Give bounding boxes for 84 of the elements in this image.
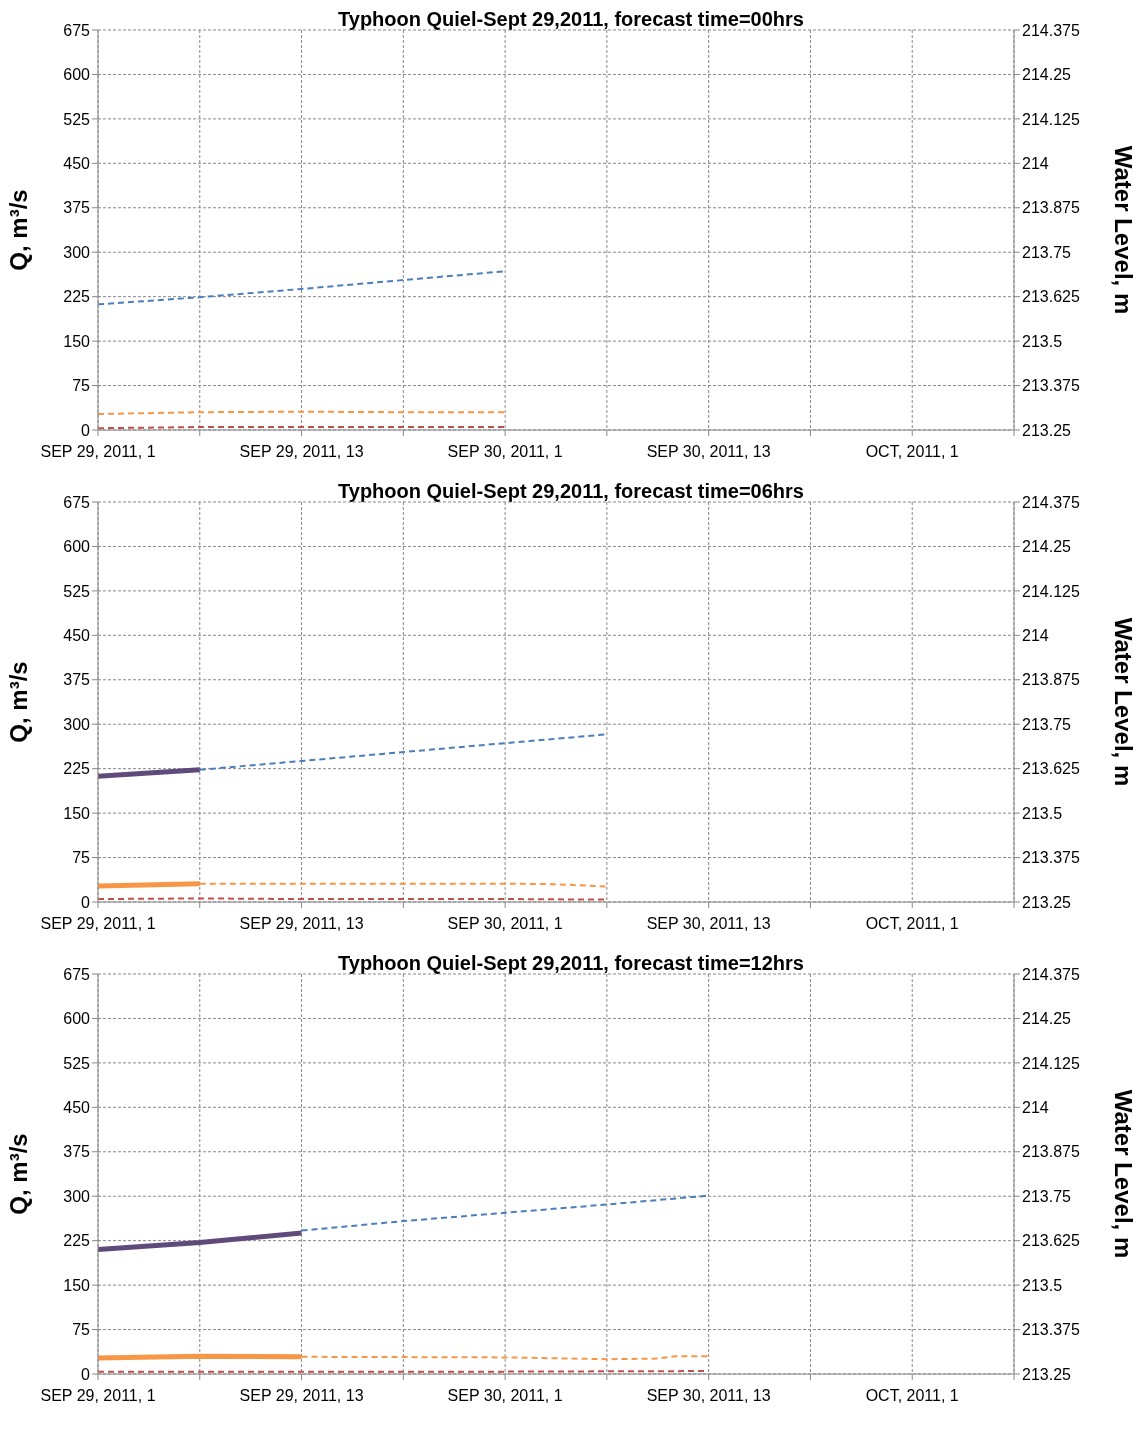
y2-tick-label: 213.5 [1022, 332, 1063, 350]
y-tick-label: 675 [63, 21, 91, 39]
y-tick-label: 375 [63, 1143, 91, 1161]
y2-tick-label: 213.625 [1022, 288, 1080, 306]
y2-tick-label: 213.75 [1022, 243, 1072, 261]
chart-title: Typhoon Quiel-Sept 29,2011, forecast time=00hrs [338, 8, 804, 30]
y2-tick-label: 213.5 [1022, 1276, 1063, 1294]
y-tick-label: 75 [72, 377, 91, 395]
x-tick-label: SEP 29, 2011, 1 [40, 915, 156, 933]
y-tick-label: 675 [63, 965, 91, 983]
y2-tick-label: 213.75 [1022, 715, 1072, 733]
y2-tick-label: 214.375 [1022, 965, 1080, 983]
y2-tick-label: 213.25 [1022, 893, 1072, 911]
chart-title: Typhoon Quiel-Sept 29,2011, forecast time=12hrs [338, 952, 804, 974]
y-tick-label: 600 [63, 538, 91, 556]
y2-tick-label: 213.25 [1022, 1365, 1072, 1383]
y-tick-label: 675 [63, 493, 91, 511]
y-axis-title: Q, m³/s [4, 1133, 32, 1215]
y2-tick-label: 213.375 [1022, 849, 1080, 867]
y-tick-label: 450 [63, 155, 91, 173]
y-tick-label: 225 [63, 288, 91, 306]
y2-axis-title: Water Level, m [1110, 145, 1138, 315]
y2-axis-title: Water Level, m [1110, 1089, 1138, 1259]
y2-tick-label: 214.125 [1022, 1054, 1080, 1072]
y2-tick-label: 214 [1022, 627, 1049, 645]
y2-tick-label: 214 [1022, 1099, 1049, 1117]
x-tick-label: SEP 29, 2011, 1 [40, 443, 156, 461]
y2-tick-label: 213.625 [1022, 1232, 1080, 1250]
y2-tick-label: 213.25 [1022, 421, 1072, 439]
y2-tick-label: 213.875 [1022, 1143, 1080, 1161]
y-tick-label: 0 [81, 421, 91, 439]
y2-tick-label: 213.875 [1022, 671, 1080, 689]
x-tick-label: SEP 30, 2011, 13 [646, 1387, 771, 1405]
y-tick-label: 375 [63, 199, 91, 217]
x-tick-label: SEP 29, 2011, 1 [40, 1387, 156, 1405]
y-tick-label: 450 [63, 627, 91, 645]
x-tick-label: OCT, 2011, 1 [865, 443, 959, 461]
y2-tick-label: 213.75 [1022, 1187, 1072, 1205]
x-tick-label: SEP 29, 2011, 13 [239, 1387, 364, 1405]
y-tick-label: 75 [72, 1321, 91, 1339]
y-tick-label: 300 [63, 243, 91, 261]
y2-tick-label: 213.375 [1022, 377, 1080, 395]
y-axis-title: Q, m³/s [4, 189, 32, 271]
x-tick-label: SEP 30, 2011, 1 [447, 915, 563, 933]
y-tick-label: 75 [72, 849, 91, 867]
y-tick-label: 600 [63, 1010, 91, 1028]
x-tick-label: SEP 29, 2011, 13 [239, 915, 364, 933]
y2-tick-label: 213.375 [1022, 1321, 1080, 1339]
y-tick-label: 300 [63, 715, 91, 733]
y-tick-label: 600 [63, 66, 91, 84]
y-tick-label: 150 [63, 804, 91, 822]
y2-tick-label: 214.25 [1022, 538, 1072, 556]
y2-tick-label: 213.875 [1022, 199, 1080, 217]
x-tick-label: SEP 30, 2011, 1 [447, 443, 563, 461]
x-tick-label: OCT, 2011, 1 [865, 915, 959, 933]
y2-tick-label: 213.625 [1022, 760, 1080, 778]
y-tick-label: 450 [63, 1099, 91, 1117]
y-tick-label: 375 [63, 671, 91, 689]
y2-tick-label: 214.125 [1022, 582, 1080, 600]
x-tick-label: OCT, 2011, 1 [865, 1387, 959, 1405]
y2-tick-label: 213.5 [1022, 804, 1063, 822]
y2-tick-label: 214.375 [1022, 493, 1080, 511]
x-tick-label: SEP 29, 2011, 13 [239, 443, 364, 461]
y-tick-label: 0 [81, 893, 91, 911]
y2-tick-label: 214.125 [1022, 110, 1080, 128]
x-tick-label: SEP 30, 2011, 1 [447, 1387, 563, 1405]
chart-title: Typhoon Quiel-Sept 29,2011, forecast time=06hrs [338, 480, 804, 502]
y-tick-label: 225 [63, 760, 91, 778]
y-tick-label: 525 [63, 110, 91, 128]
y-tick-label: 150 [63, 332, 91, 350]
y2-tick-label: 214.375 [1022, 21, 1080, 39]
y2-tick-label: 214.25 [1022, 1010, 1072, 1028]
x-tick-label: SEP 30, 2011, 13 [646, 915, 771, 933]
y2-tick-label: 214.25 [1022, 66, 1072, 84]
y2-axis-title: Water Level, m [1110, 617, 1138, 787]
y-axis-title: Q, m³/s [4, 661, 32, 743]
y-tick-label: 0 [81, 1365, 91, 1383]
y-tick-label: 525 [63, 582, 91, 600]
y-tick-label: 525 [63, 1054, 91, 1072]
y-tick-label: 150 [63, 1276, 91, 1294]
y2-tick-label: 214 [1022, 155, 1049, 173]
y-tick-label: 300 [63, 1187, 91, 1205]
x-tick-label: SEP 30, 2011, 13 [646, 443, 771, 461]
y-tick-label: 225 [63, 1232, 91, 1250]
